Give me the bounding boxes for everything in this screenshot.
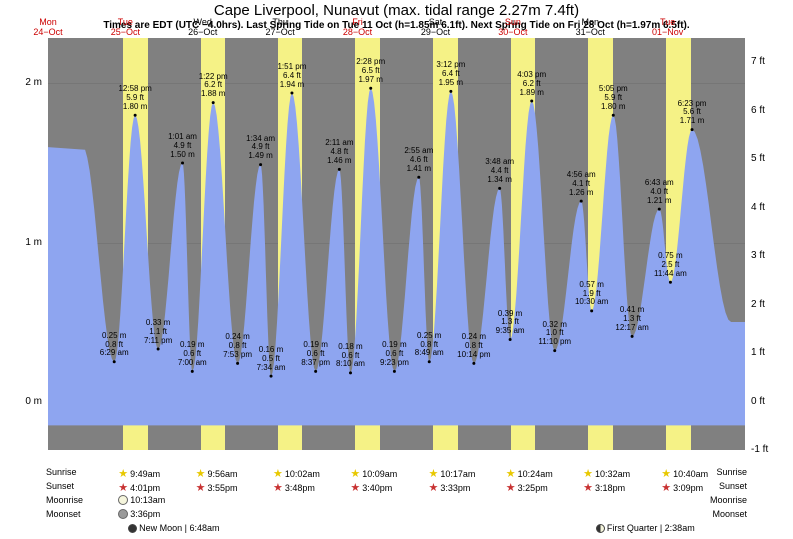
- sunset-icon: ★: [350, 481, 360, 494]
- day-label: Sun30−Oct: [493, 18, 533, 38]
- sunset-icon: ★: [118, 481, 128, 494]
- day-label: Tue01−Nov: [648, 18, 688, 38]
- footer-label: Moonrise: [710, 495, 747, 505]
- sunset-icon: ★: [196, 481, 206, 494]
- y-right-tick: 5 ft: [751, 153, 791, 164]
- sunrise-icon: ★: [661, 467, 671, 480]
- footer-row-sunrise: Sunrise Sunrise ★9:49am ★9:56am ★10:02am ★10:…: [48, 467, 745, 481]
- y-right-tick: 7 ft: [751, 56, 791, 67]
- sunset-time: ★3:09pm: [661, 481, 703, 494]
- footer-row-sunset: Sunset Sunset ★4:01pm ★3:55pm ★3:48pm ★3:40pm…: [48, 481, 745, 495]
- day-label: Wed26−Oct: [183, 18, 223, 38]
- sunset-time: ★3:25pm: [506, 481, 548, 494]
- y-axis-left: 0 m 1 m 2 m: [0, 38, 48, 450]
- day-label: Thu27−Oct: [260, 18, 300, 38]
- footer-row-moonphase: New Moon | 6:48am First Quarter | 2:38am: [48, 523, 745, 537]
- y-right-tick: 2 ft: [751, 299, 791, 310]
- sunset-icon: ★: [273, 481, 283, 494]
- footer-label: Sunset: [46, 481, 74, 491]
- sunrise-icon: ★: [583, 467, 593, 480]
- moon-phase: New Moon | 6:48am: [128, 523, 219, 533]
- y-left-tick: 0 m: [2, 396, 42, 407]
- moon-phase: First Quarter | 2:38am: [596, 523, 695, 533]
- sunrise-time: ★10:02am: [273, 467, 320, 480]
- day-label: Mon31−Oct: [570, 18, 610, 38]
- plot-area: 0.25 m0.8 ft6:29 am12:58 pm5.9 ft1.80 m0…: [48, 38, 745, 450]
- sunrise-time: ★10:17am: [428, 467, 475, 480]
- moon-icon: [596, 524, 605, 533]
- sunset-time: ★3:55pm: [196, 481, 238, 494]
- moonrise-time: 10:13am: [118, 495, 165, 505]
- day-label: Tue25−Oct: [105, 18, 145, 38]
- moonrise-icon: [118, 495, 128, 505]
- y-right-tick: 4 ft: [751, 202, 791, 213]
- day-label: Fri28−Oct: [337, 18, 377, 38]
- y-right-tick: -1 ft: [751, 444, 791, 455]
- sunrise-icon: ★: [350, 467, 360, 480]
- sunrise-icon: ★: [506, 467, 516, 480]
- y-right-tick: 0 ft: [751, 396, 791, 407]
- y-right-tick: 6 ft: [751, 105, 791, 116]
- day-label: Sat29−Oct: [416, 18, 456, 38]
- moonset-time: 3:36pm: [118, 509, 160, 519]
- sunset-time: ★4:01pm: [118, 481, 160, 494]
- chart-footer: SunriseSunrise★9:49am★9:56am★10:02am★10:…: [48, 467, 745, 539]
- footer-label: Sunset: [719, 481, 747, 491]
- y-axis-right: -1 ft0 ft1 ft2 ft3 ft4 ft5 ft6 ft7 ft: [745, 38, 793, 450]
- moonset-icon: [118, 509, 128, 519]
- sunrise-time: ★10:24am: [506, 467, 553, 480]
- y-right-tick: 3 ft: [751, 250, 791, 261]
- sunrise-time: ★9:56am: [196, 467, 238, 480]
- sunset-icon: ★: [506, 481, 516, 494]
- sunrise-time: ★9:49am: [118, 467, 160, 480]
- sunset-icon: ★: [661, 481, 671, 494]
- y-left-tick: 2 m: [2, 77, 42, 88]
- tide-chart: Cape Liverpool, Nunavut (max. tidal rang…: [0, 0, 793, 539]
- moon-icon: [128, 524, 137, 533]
- tide-wave: [48, 38, 745, 450]
- footer-label: Moonrise: [46, 495, 83, 505]
- footer-label: Moonset: [46, 509, 81, 519]
- sunset-time: ★3:40pm: [350, 481, 392, 494]
- footer-label: Sunrise: [716, 467, 747, 477]
- footer-label: Sunrise: [46, 467, 77, 477]
- sunset-icon: ★: [583, 481, 593, 494]
- sunset-icon: ★: [428, 481, 438, 494]
- sunset-time: ★3:33pm: [428, 481, 470, 494]
- footer-row-moonrise: Moonrise Moonrise 10:13am: [48, 495, 745, 509]
- sunset-time: ★3:18pm: [583, 481, 625, 494]
- footer-label: Moonset: [712, 509, 747, 519]
- sunrise-time: ★10:09am: [350, 467, 397, 480]
- sunrise-icon: ★: [428, 467, 438, 480]
- sunrise-icon: ★: [196, 467, 206, 480]
- sunrise-time: ★10:32am: [583, 467, 630, 480]
- y-left-tick: 1 m: [2, 237, 42, 248]
- day-label: Mon24−Oct: [28, 18, 68, 38]
- sunrise-time: ★10:40am: [661, 467, 708, 480]
- sunrise-icon: ★: [118, 467, 128, 480]
- footer-row-moonset: Moonset Moonset 3:36pm: [48, 509, 745, 523]
- y-right-tick: 1 ft: [751, 347, 791, 358]
- sunrise-icon: ★: [273, 467, 283, 480]
- sunset-time: ★3:48pm: [273, 481, 315, 494]
